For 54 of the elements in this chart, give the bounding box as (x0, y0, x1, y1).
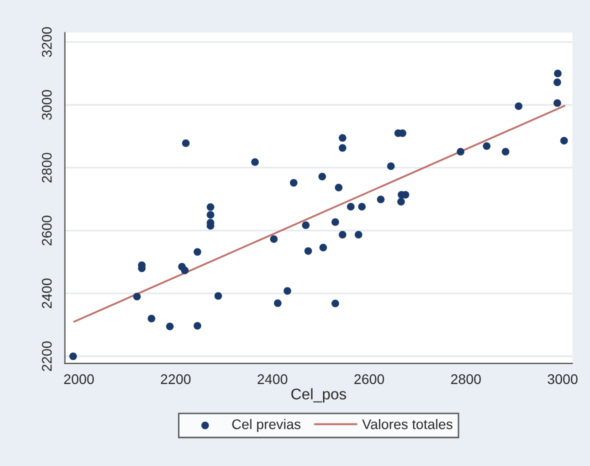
point (456, 148, 464, 156)
y-tick-label: 3000 (42, 90, 52, 120)
point (354, 230, 362, 238)
point (166, 322, 174, 330)
point (554, 70, 562, 78)
point (560, 136, 568, 145)
point (338, 144, 346, 152)
point (214, 292, 222, 300)
point (304, 247, 312, 255)
point (206, 203, 214, 211)
point (514, 102, 522, 110)
legend-label: Valores totales (362, 418, 452, 430)
point (69, 352, 77, 360)
point (274, 299, 282, 307)
x-tick-label: 2000 (64, 374, 94, 384)
point (318, 172, 326, 180)
x-tick-label: 2800 (451, 374, 481, 384)
x-tick-label: 2600 (354, 374, 384, 384)
point (397, 198, 405, 206)
point (194, 322, 202, 330)
point (284, 287, 292, 295)
y-tick-label: 2800 (42, 152, 52, 182)
point (346, 202, 355, 210)
y-tick-label: 3200 (42, 27, 52, 57)
x-tick-label: 3000 (548, 374, 578, 384)
point (206, 211, 214, 219)
point (331, 218, 340, 226)
legend-label: Cel previas (232, 418, 300, 432)
point (331, 300, 340, 308)
point (334, 184, 342, 192)
point (554, 78, 562, 86)
point (270, 235, 278, 243)
x-tick-label: 2400 (258, 374, 288, 384)
point (482, 142, 490, 150)
point (290, 179, 298, 187)
y-tick-label: 2600 (42, 216, 52, 246)
point (554, 99, 562, 107)
point (251, 158, 259, 166)
point (376, 196, 385, 204)
point (338, 230, 346, 238)
point (319, 244, 327, 252)
point (302, 221, 310, 230)
y-tick-label: 2400 (42, 278, 52, 308)
point (387, 162, 395, 170)
point (338, 134, 346, 142)
point (148, 314, 156, 322)
point (194, 248, 202, 256)
x-axis-title: Cel_pos (291, 388, 346, 402)
point (502, 148, 510, 156)
point (133, 292, 141, 300)
point (182, 139, 190, 148)
point (181, 266, 189, 274)
point (358, 202, 366, 210)
x-tick-label: 2200 (160, 374, 191, 384)
